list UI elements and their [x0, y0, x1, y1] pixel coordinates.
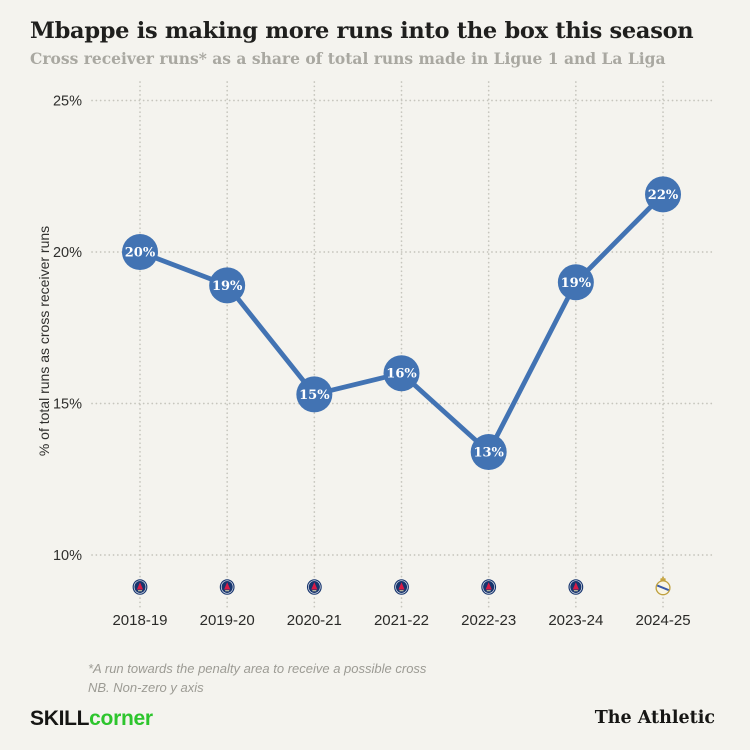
- data-point-label: 13%: [473, 445, 504, 460]
- skillcorner-logo-skill: SKILL: [30, 707, 90, 730]
- data-point-label: 22%: [648, 188, 679, 203]
- psg-badge-icon: [481, 579, 497, 595]
- data-point-label: 15%: [299, 388, 330, 403]
- data-point-label: 16%: [386, 367, 417, 382]
- x-axis-season-label: 2018-19: [112, 612, 167, 629]
- psg-badge-icon: [394, 579, 409, 595]
- psg-badge-icon: [132, 579, 148, 595]
- chart-title: Mbappe is making more runs into the box …: [30, 18, 694, 44]
- y-tick-label: 15%: [53, 397, 82, 413]
- x-axis-season-label: 2020-21: [287, 612, 342, 629]
- data-point-marker: [470, 433, 507, 470]
- data-point-marker: [122, 234, 158, 270]
- y-tick-label: 25%: [53, 94, 82, 110]
- data-point-marker: [557, 264, 594, 301]
- data-point-label: 19%: [561, 276, 592, 291]
- footnote: *A run towards the penalty area to recei…: [88, 659, 426, 697]
- footnote-line-2: NB. Non-zero y axis: [88, 680, 204, 695]
- x-axis-season-label: 2019-20: [200, 612, 255, 629]
- psg-badge-icon: [568, 579, 584, 595]
- y-tick-label: 10%: [53, 548, 82, 564]
- x-axis-season-label: 2022-23: [461, 612, 516, 629]
- skillcorner-logo-corner: corner: [89, 707, 153, 730]
- data-point-label: 19%: [212, 279, 243, 294]
- data-point-marker: [645, 176, 682, 213]
- real-madrid-badge-icon: [655, 576, 671, 596]
- x-axis-season-label: 2024-25: [635, 612, 690, 629]
- data-point-marker: [383, 355, 420, 392]
- footnote-line-1: *A run towards the penalty area to recei…: [88, 661, 427, 676]
- the-athletic-logo: The Athletic: [594, 708, 715, 728]
- data-point-marker: [296, 376, 333, 413]
- y-tick-label: 20%: [53, 245, 82, 261]
- skillcorner-logo: SKILLcorner: [30, 707, 153, 731]
- psg-badge-icon: [219, 579, 235, 595]
- chart-subtitle: Cross receiver runs* as a share of total…: [30, 49, 666, 68]
- psg-badge-icon: [306, 579, 322, 595]
- x-axis-season-label: 2021-22: [374, 612, 429, 629]
- data-point-marker: [209, 267, 246, 304]
- data-point-label: 20%: [125, 246, 156, 261]
- x-axis-season-label: 2023-24: [548, 612, 603, 629]
